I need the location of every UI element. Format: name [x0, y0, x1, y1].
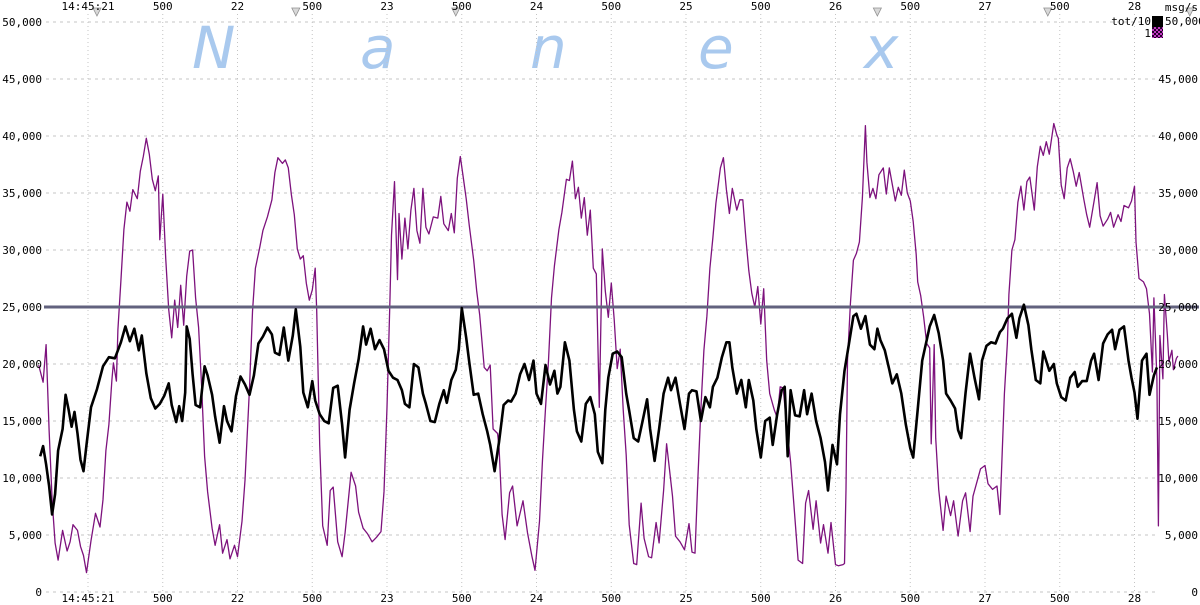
x-tick-label-bottom: 26 — [828, 592, 843, 605]
y-tick-label-left: 20,000 — [2, 358, 42, 371]
y-tick-label-right: 40,000 — [1158, 130, 1198, 143]
x-tick-label-bottom: 500 — [900, 592, 921, 605]
y-tick-label-left: 25,000 — [2, 301, 42, 314]
y-tick-label-right: 30,000 — [1158, 244, 1198, 257]
x-tick-label-top: 23 — [380, 0, 394, 13]
x-tick-label-bottom: 24 — [529, 592, 544, 605]
watermark-letter: x — [862, 14, 899, 82]
y-tick-label-right: 20,000 — [1158, 358, 1198, 371]
y-tick-label-left: 35,000 — [2, 187, 42, 200]
y-tick-label-right: 5,000 — [1164, 529, 1198, 542]
event-arrow-icon — [1043, 7, 1053, 17]
x-tick-label-bottom: 500 — [302, 592, 323, 605]
x-tick-label-bottom: 27 — [978, 592, 992, 605]
x-tick-label-top: 22 — [230, 0, 245, 13]
y-tick-label-left: 15,000 — [2, 415, 42, 428]
x-tick-label-top: 500 — [451, 0, 472, 13]
event-arrow-icon — [291, 7, 301, 17]
x-tick-label-top: 26 — [828, 0, 843, 13]
x-tick-label-bottom: 23 — [380, 592, 394, 605]
y-tick-label-right: 0 — [1191, 586, 1198, 599]
event-arrow-icon — [451, 7, 461, 17]
x-tick-label-bottom: 500 — [750, 592, 771, 605]
x-tick-label-top: 500 — [900, 0, 921, 13]
watermark-letter: a — [360, 14, 396, 82]
x-tick-label-bottom: 500 — [451, 592, 472, 605]
x-tick-label-bottom: 14:45:21 — [61, 592, 115, 605]
y-tick-label-right: 35,000 — [1158, 187, 1198, 200]
x-tick-label-bottom: 500 — [152, 592, 173, 605]
x-tick-label-bottom: 28 — [1127, 592, 1142, 605]
legend-series-1-label: 1 — [1144, 27, 1151, 40]
y-tick-label-right: 25,000 — [1158, 301, 1198, 314]
y-tick-label-left: 45,000 — [2, 73, 42, 86]
x-tick-label-top: 24 — [529, 0, 544, 13]
x-tick-label-bottom: 22 — [230, 592, 245, 605]
y-tick-label-right: 15,000 — [1158, 415, 1198, 428]
event-arrow-icon — [872, 7, 883, 17]
y-tick-label-left: 0 — [35, 586, 42, 599]
x-tick-label-bottom: 500 — [1049, 592, 1070, 605]
legend-swatch-1 — [1152, 27, 1163, 38]
x-tick-label-top: 27 — [978, 0, 992, 13]
x-tick-label-top: 25 — [679, 0, 693, 13]
y-tick-label-left: 10,000 — [2, 472, 42, 485]
watermark-letter: e — [698, 14, 734, 82]
x-tick-label-top: 14:45:21 — [61, 0, 115, 13]
x-tick-label-top: 28 — [1127, 0, 1142, 13]
x-tick-label-top: 500 — [302, 0, 323, 13]
y-tick-label-left: 50,000 — [2, 16, 42, 29]
x-tick-label-top: 500 — [1049, 0, 1070, 13]
legend-series-tot10-label: tot/10 — [1111, 15, 1151, 28]
y-tick-label-left: 5,000 — [8, 529, 42, 542]
y-tick-label-right: 10,000 — [1158, 472, 1198, 485]
x-tick-label-bottom: 25 — [679, 592, 693, 605]
y-axis-right-top-label: 50,000 — [1165, 15, 1200, 28]
watermark-letter: N — [192, 14, 235, 82]
x-tick-label-top: 500 — [152, 0, 173, 13]
event-arrow-icon — [1185, 7, 1195, 17]
series-line-tot10 — [38, 303, 1159, 516]
event-arrow-icon — [92, 7, 102, 17]
x-tick-label-top: 500 — [601, 0, 622, 13]
x-tick-label-top: 500 — [750, 0, 771, 13]
legend-swatch-tot10 — [1152, 16, 1163, 27]
y-tick-label-left: 40,000 — [2, 130, 42, 143]
watermark-letter: n — [530, 14, 567, 82]
y-axis-unit-label: msg/s — [1164, 1, 1198, 14]
x-tick-label-bottom: 500 — [601, 592, 622, 605]
y-tick-label-left: 30,000 — [2, 244, 42, 257]
y-tick-label-right: 45,000 — [1158, 73, 1198, 86]
series-line-1 — [38, 122, 1179, 574]
